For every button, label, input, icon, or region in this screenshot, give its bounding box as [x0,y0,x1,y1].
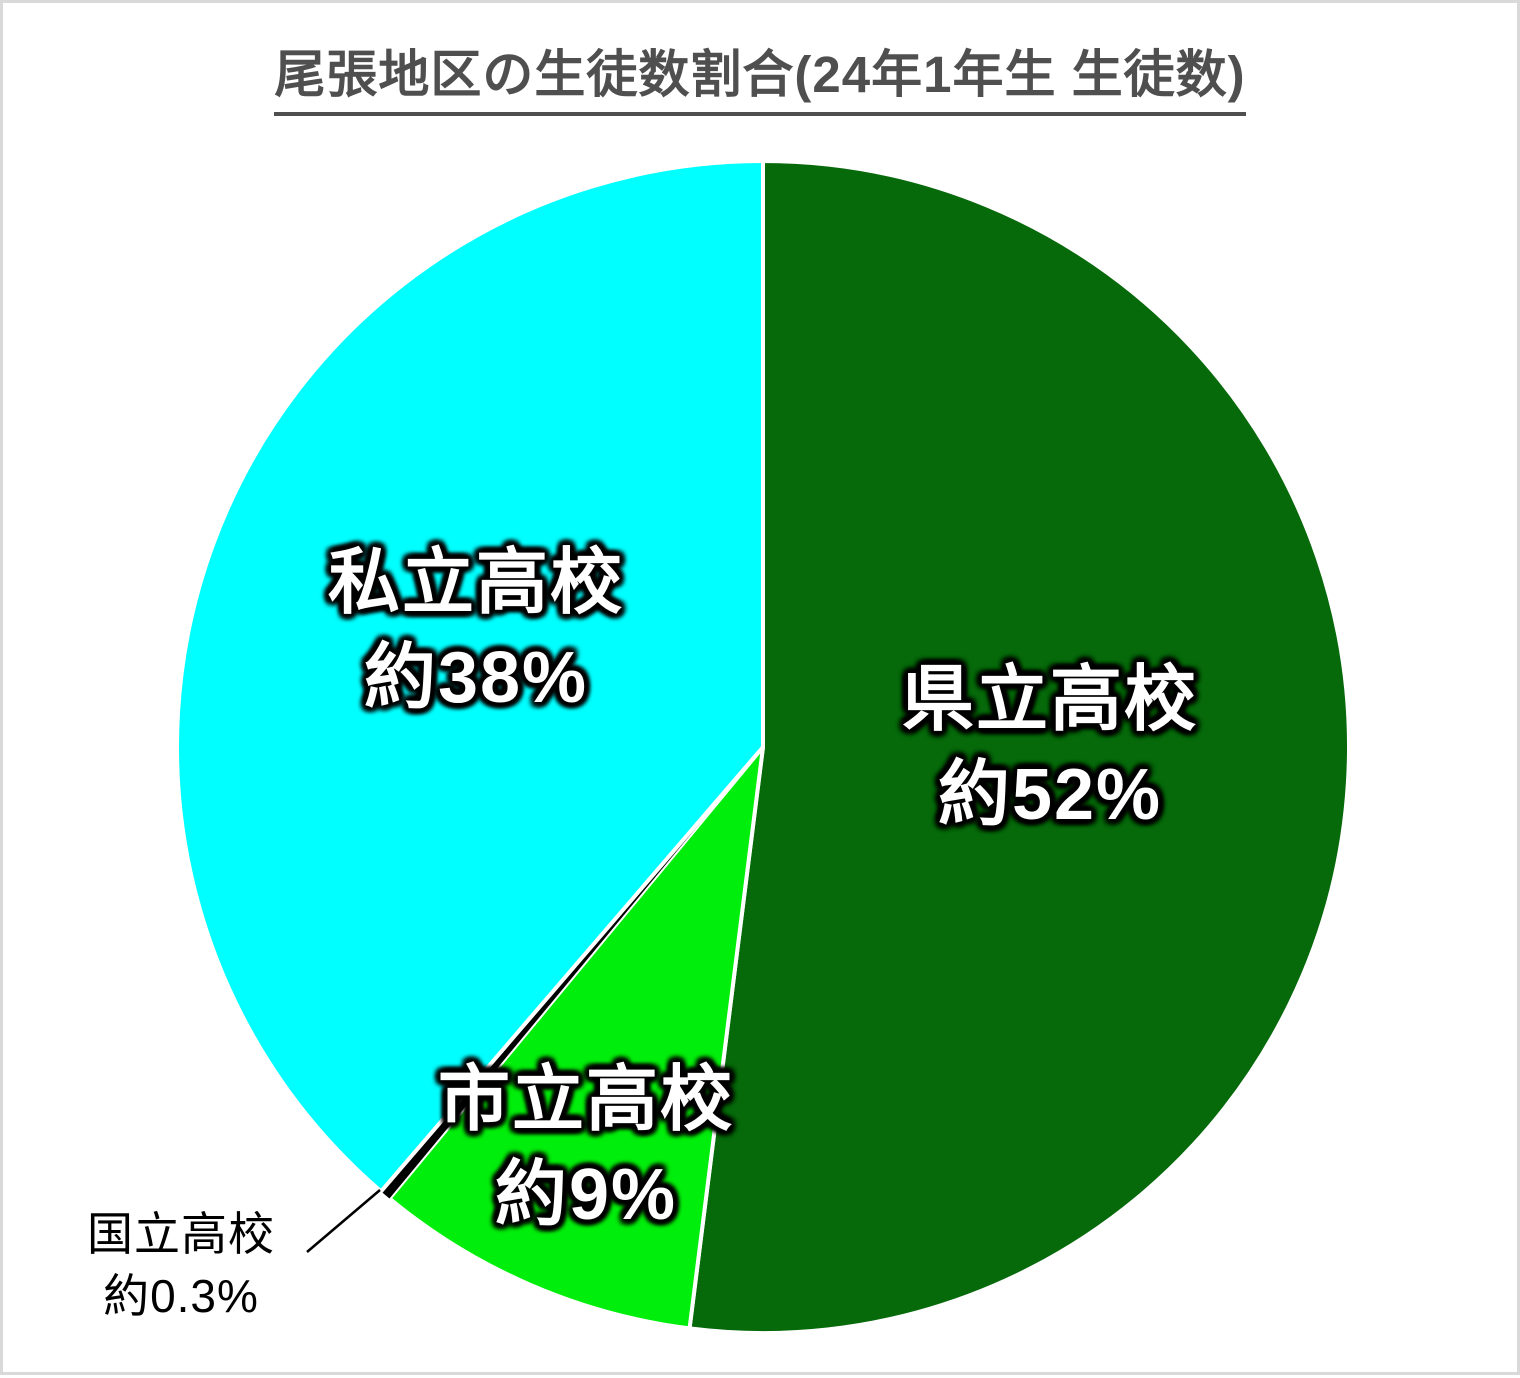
chart-title: 尾張地区の生徒数割合(24年1年生 生徒数) [274,33,1246,116]
pie-slice-municipal [387,745,765,1331]
leader-line-national-slice [306,1189,381,1253]
chart-title-container: 尾張地区の生徒数割合(24年1年生 生徒数) [3,33,1517,116]
pie-slices [175,159,1351,1335]
pie-slice-private [175,159,765,1194]
pie-slice-prefectural [687,159,1351,1335]
pie-chart [175,159,1351,1335]
